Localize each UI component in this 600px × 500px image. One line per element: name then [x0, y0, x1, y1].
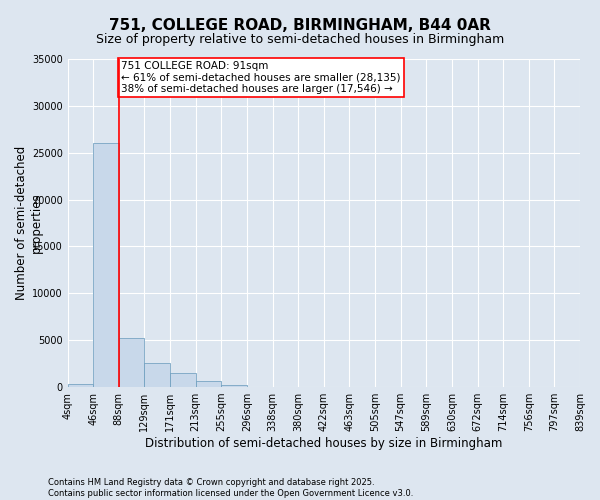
Bar	[221, 385, 247, 387]
Bar	[170, 372, 196, 387]
Text: Size of property relative to semi-detached houses in Birmingham: Size of property relative to semi-detach…	[96, 32, 504, 46]
Text: 751, COLLEGE ROAD, BIRMINGHAM, B44 0AR: 751, COLLEGE ROAD, BIRMINGHAM, B44 0AR	[109, 18, 491, 32]
Bar	[196, 380, 221, 387]
Y-axis label: Number of semi-detached
properties: Number of semi-detached properties	[15, 146, 43, 300]
Text: 751 COLLEGE ROAD: 91sqm
← 61% of semi-detached houses are smaller (28,135)
38% o: 751 COLLEGE ROAD: 91sqm ← 61% of semi-de…	[121, 61, 401, 94]
Bar	[93, 144, 119, 387]
Text: Contains HM Land Registry data © Crown copyright and database right 2025.
Contai: Contains HM Land Registry data © Crown c…	[48, 478, 413, 498]
Bar	[145, 362, 170, 387]
X-axis label: Distribution of semi-detached houses by size in Birmingham: Distribution of semi-detached houses by …	[145, 437, 502, 450]
Bar	[119, 338, 145, 387]
Bar	[68, 384, 93, 387]
